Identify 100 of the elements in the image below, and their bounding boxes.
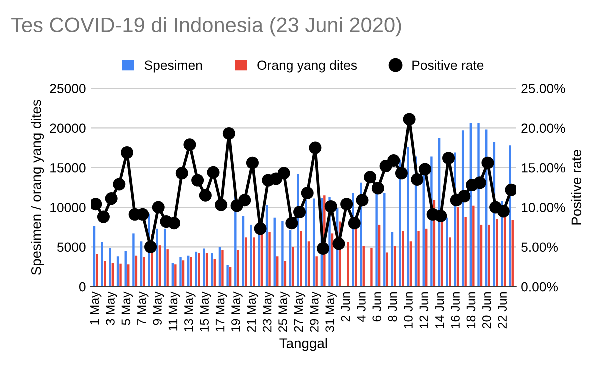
bar	[211, 254, 214, 287]
bar	[276, 256, 279, 287]
bar	[394, 246, 396, 287]
bar	[347, 242, 350, 287]
bar	[370, 248, 373, 287]
bar	[284, 261, 287, 287]
bar	[464, 217, 467, 287]
bar	[449, 238, 452, 287]
bar	[456, 208, 460, 287]
bar	[250, 224, 252, 287]
bar	[190, 257, 192, 287]
x-tick-label: 27 May	[294, 292, 306, 332]
y-tick-label: 5000	[57, 242, 86, 252]
bar	[378, 224, 381, 287]
y2-tick-label: 10.00%	[522, 203, 566, 212]
bar	[188, 256, 190, 287]
x-tick-label: 8 Jun	[388, 292, 398, 322]
point	[254, 222, 267, 236]
bar	[300, 231, 302, 287]
bar	[402, 231, 404, 287]
x-tick-label: 16 Jun	[451, 292, 460, 328]
bar	[441, 221, 444, 287]
bar	[274, 218, 276, 287]
x-axis-title: Tanggal	[280, 338, 328, 352]
x-tick-label: 20 Jun	[482, 292, 492, 329]
bar	[289, 230, 292, 287]
bar	[422, 175, 425, 287]
point	[294, 206, 306, 219]
bar	[407, 147, 410, 287]
point	[372, 182, 384, 195]
x-tick-label: 19 May	[232, 292, 243, 332]
bar	[384, 193, 386, 287]
bar	[282, 221, 284, 287]
bar	[512, 220, 514, 287]
point	[388, 154, 400, 167]
point	[364, 171, 377, 184]
point	[434, 210, 448, 222]
x-tick-label: 17 May	[216, 292, 228, 332]
x-tick-label: 21 May	[247, 292, 259, 332]
point	[152, 201, 165, 214]
bar	[174, 264, 177, 287]
point	[199, 189, 212, 202]
point	[356, 194, 369, 207]
chart-title: Tes COVID-19 di Indonesia (23 Juni 2020)	[12, 17, 402, 37]
point	[238, 194, 252, 207]
point	[340, 198, 354, 211]
bar	[488, 224, 490, 287]
y-tick-label: 10000	[50, 203, 86, 212]
bar	[229, 266, 232, 287]
point	[497, 205, 510, 218]
bar	[472, 206, 475, 287]
bar	[203, 248, 206, 287]
point	[176, 167, 188, 180]
bar	[96, 254, 98, 287]
bar	[245, 238, 248, 287]
legend-label: Positive rate	[412, 60, 484, 70]
bar	[214, 259, 216, 287]
x-tick-label: 15 May	[200, 292, 212, 332]
x-tick-label: 11 May	[168, 292, 180, 331]
point	[324, 200, 338, 213]
bar	[496, 219, 498, 287]
bar	[206, 254, 208, 287]
bar	[112, 263, 114, 287]
x-tick-label: 10 Jun	[404, 292, 413, 328]
bar	[268, 232, 271, 287]
bar	[312, 198, 316, 287]
point	[278, 167, 290, 180]
bar	[242, 216, 245, 287]
bar	[156, 228, 158, 287]
x-tick-label: 31 May	[326, 292, 337, 332]
bar	[182, 260, 185, 287]
point	[207, 166, 220, 179]
point	[332, 238, 346, 250]
y-axis-title: Spesimen / orang yang dites	[31, 100, 44, 276]
point	[309, 142, 322, 154]
bar	[418, 231, 420, 287]
point	[246, 156, 259, 170]
bar	[222, 250, 224, 287]
y-tick-label: 0	[79, 282, 86, 292]
point	[418, 163, 432, 176]
point	[474, 176, 486, 190]
bar	[164, 228, 166, 287]
x-tick-label: 25 May	[278, 292, 290, 332]
bar	[93, 226, 96, 287]
y-tick-label: 15000	[50, 163, 86, 173]
bar	[252, 238, 256, 287]
bar	[237, 250, 240, 287]
bar	[410, 242, 412, 287]
point	[505, 184, 516, 196]
bar	[104, 261, 106, 287]
x-tick-label: 13 May	[184, 292, 196, 332]
point	[411, 174, 424, 186]
bar	[391, 232, 394, 287]
point	[395, 167, 408, 180]
bar	[308, 242, 310, 287]
point	[97, 210, 110, 224]
y2-tick-label: 15.00%	[522, 163, 566, 173]
x-tick-label: 23 May	[262, 292, 274, 332]
x-tick-label: 4 Jun	[357, 292, 366, 322]
x-tick-label: 29 May	[310, 292, 322, 332]
